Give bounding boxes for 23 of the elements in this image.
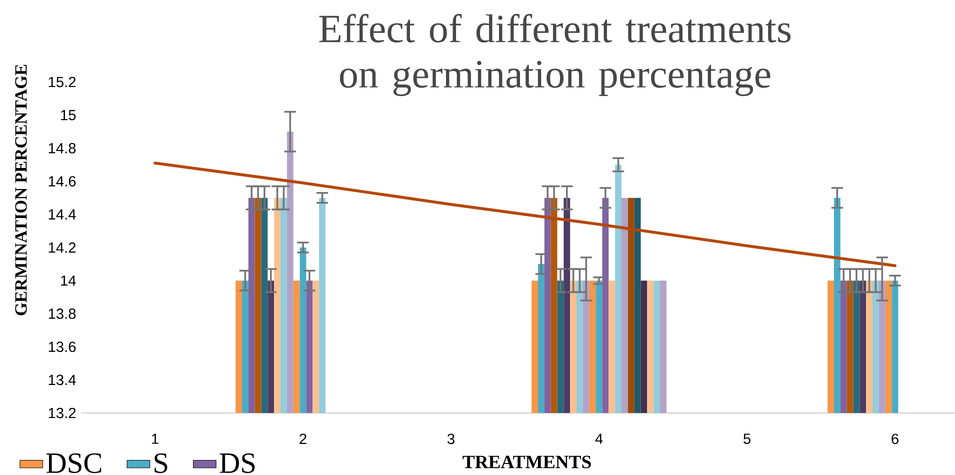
- legend-label: DSC: [46, 453, 102, 474]
- y-axis-title: GERMINATION PERCENTAGE: [15, 64, 27, 316]
- chart-title: Effect of different treatments on germination percentage: [319, 14, 791, 96]
- y-tick-label: 13.2: [48, 408, 76, 418]
- y-tick-label: 14.6: [48, 176, 76, 186]
- x-tick-label: 5: [744, 434, 750, 444]
- y-tick-label: 15: [61, 110, 76, 120]
- y-tick-label: 13.4: [48, 374, 76, 386]
- y-tick-label: 14.2: [48, 242, 76, 253]
- x-axis-title: TREATMENTS: [462, 456, 591, 468]
- y-tick-label: 14.8: [48, 143, 76, 154]
- x-tick-label: 3: [447, 434, 454, 444]
- y-tick-label: 14.4: [48, 209, 76, 220]
- x-tick-label: 4: [595, 434, 603, 444]
- y-tick-label: 13.8: [48, 308, 76, 319]
- legend-label: S: [154, 453, 168, 474]
- legend-label: DS: [220, 453, 255, 474]
- y-tick-label: 13.6: [48, 342, 76, 352]
- y-tick-label: 15.2: [48, 76, 76, 88]
- x-tick-label: 6: [892, 434, 898, 444]
- y-tick-label: 14: [61, 276, 76, 286]
- x-tick-label: 1: [152, 434, 158, 444]
- x-tick-label: 2: [300, 434, 306, 444]
